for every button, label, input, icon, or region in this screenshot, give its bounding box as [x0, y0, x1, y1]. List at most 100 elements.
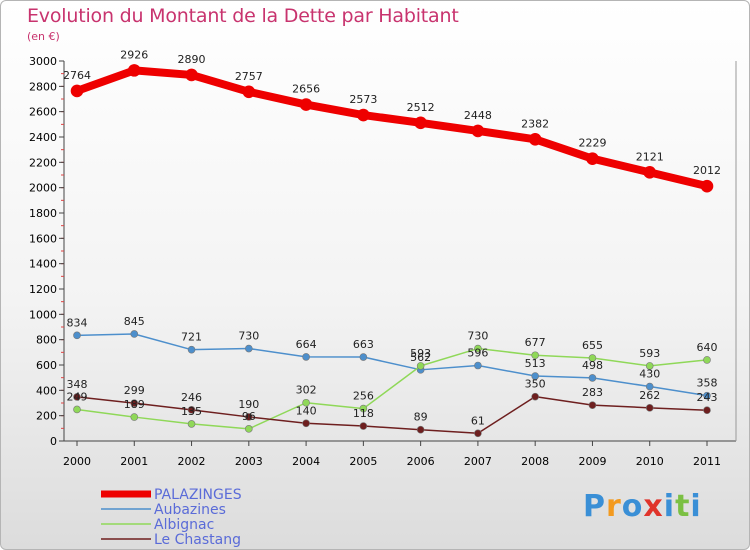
logo-letter: o [621, 489, 644, 524]
data-point [302, 353, 310, 361]
y-tick-label: 2000 [29, 182, 57, 195]
data-point [245, 344, 253, 353]
data-label: 256 [353, 390, 374, 403]
data-label: 596 [467, 347, 488, 360]
data-label: 2512 [407, 101, 435, 114]
data-label: 96 [242, 410, 256, 423]
data-point [474, 429, 482, 438]
data-point [474, 361, 482, 370]
series-line-palazinges [73, 66, 711, 191]
data-label: 2382 [521, 117, 549, 130]
y-tick-label: 1200 [29, 283, 57, 296]
data-label: 243 [697, 391, 718, 404]
data-label: 2121 [636, 150, 664, 163]
data-point [471, 124, 485, 138]
x-tick-label: 2002 [178, 455, 206, 468]
data-label: 2656 [292, 83, 320, 96]
data-point [185, 68, 198, 82]
data-label: 2764 [63, 69, 91, 82]
data-label: 249 [67, 390, 88, 403]
data-label: 2229 [578, 137, 606, 150]
data-point [70, 84, 84, 98]
y-tick-label: 2800 [29, 80, 57, 93]
legend-label: PALAZINGES [154, 487, 242, 503]
logo-letter: P [583, 489, 606, 524]
data-point [645, 404, 654, 412]
data-label: 677 [525, 336, 546, 349]
data-point [700, 179, 714, 193]
y-tick-label: 1800 [29, 207, 57, 220]
data-point [302, 398, 310, 407]
data-label: 2573 [349, 93, 377, 106]
data-label: 283 [582, 386, 603, 399]
data-label: 350 [525, 378, 546, 391]
series-line-le-chastang [76, 395, 708, 435]
data-label: 430 [639, 368, 660, 381]
data-label: 593 [639, 347, 660, 360]
x-tick-label: 2003 [235, 455, 263, 468]
data-point [528, 132, 542, 146]
data-point [357, 108, 370, 122]
data-point [187, 420, 196, 428]
data-label: 593 [410, 347, 431, 360]
x-tick-label: 2006 [407, 455, 435, 468]
x-tick-label: 2008 [521, 455, 549, 468]
proxiti-logo: Proxiti [583, 489, 702, 524]
data-point [73, 405, 81, 414]
data-label: 562 [410, 351, 431, 364]
data-point [588, 354, 597, 362]
data-label: 834 [67, 316, 88, 329]
data-point [703, 356, 711, 364]
data-label: 358 [697, 377, 718, 390]
legend-label: Le Chastang [154, 532, 241, 548]
x-tick-label: 2011 [693, 455, 721, 468]
data-point [130, 413, 139, 421]
data-point [130, 399, 139, 407]
data-label: 140 [296, 404, 317, 417]
data-point [703, 391, 711, 400]
y-tick-label: 3000 [29, 55, 57, 68]
data-point [645, 362, 654, 370]
data-label: 2012 [693, 164, 721, 177]
y-tick-label: 800 [36, 334, 57, 347]
data-point [73, 393, 81, 401]
data-point [531, 372, 539, 380]
data-label: 498 [582, 359, 603, 372]
data-point [245, 425, 253, 433]
y-tick-label: 400 [36, 384, 57, 397]
data-point [586, 152, 599, 165]
data-label: 640 [697, 341, 718, 354]
data-point [359, 422, 368, 430]
data-point [531, 392, 539, 401]
data-point [414, 116, 427, 130]
axes: 0 200 400 600 800 1000 1200 1400 1600 1800 2000 220… [29, 55, 737, 468]
data-label: 246 [181, 391, 202, 404]
data-label: 262 [639, 389, 660, 402]
chart-title: Evolution du Montant de la Dette par Hab… [27, 5, 459, 27]
data-label: 655 [582, 339, 603, 352]
x-tick-label: 2000 [63, 455, 91, 468]
data-point [645, 382, 654, 391]
data-label: 730 [467, 330, 488, 343]
data-point [245, 413, 253, 421]
data-label: 2926 [120, 48, 148, 61]
data-point [359, 404, 368, 413]
x-tick-label: 2005 [349, 455, 377, 468]
data-label: 89 [414, 411, 428, 424]
x-tick-label: 2007 [464, 455, 492, 468]
data-point [416, 425, 425, 434]
y-tick-label: 1400 [29, 258, 57, 271]
data-label: 299 [124, 384, 145, 397]
y-tick-label: 0 [50, 435, 57, 448]
logo-letter: t [675, 489, 691, 524]
data-label: 513 [525, 357, 546, 370]
data-point [588, 374, 597, 382]
data-label: 845 [124, 315, 145, 328]
y-tick-label: 1600 [29, 232, 57, 245]
data-label: 61 [471, 414, 485, 427]
data-label: 2757 [235, 70, 263, 83]
data-point [187, 345, 196, 354]
logo-letter: r [606, 489, 622, 524]
